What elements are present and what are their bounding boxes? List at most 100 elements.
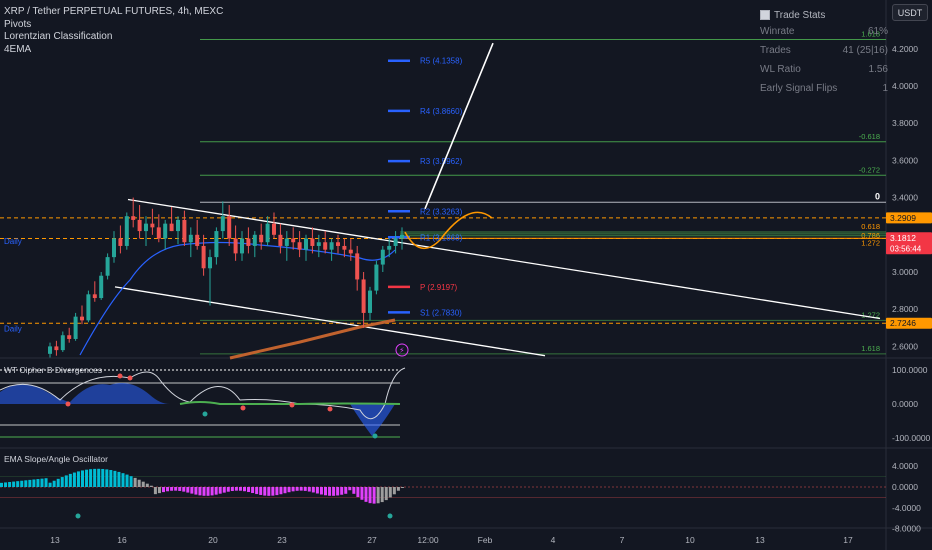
lightning-glyph: ⚡ (399, 346, 405, 355)
price-tick-label: 3.8000 (892, 118, 918, 128)
ema-osc-bar (129, 476, 133, 487)
wt-signal-dot (117, 373, 123, 379)
ema-osc-bar (24, 480, 28, 487)
ema-osc-bar (105, 469, 109, 487)
candle-body (54, 346, 59, 351)
ema-osc-bar (392, 487, 396, 495)
candle-body (124, 216, 129, 246)
ema-osc-bar (141, 481, 145, 487)
ema-osc-bar (400, 487, 404, 488)
ema-osc-bar (372, 487, 376, 504)
time-tick-label: 13 (755, 535, 765, 545)
ema-osc-bar (380, 487, 384, 503)
ema-osc-bar (299, 487, 303, 491)
price-tick-label: 3.6000 (892, 155, 918, 165)
ema-osc-bar (311, 487, 315, 493)
candle-body (150, 223, 155, 228)
candle-body (272, 223, 276, 235)
ema-osc-bar (133, 477, 137, 487)
ema-osc-bar (332, 487, 336, 496)
ema-osc-bar (194, 487, 198, 495)
ema-osc-bar (243, 487, 246, 492)
ema-osc-bar (271, 487, 275, 496)
ema-signal-dot (75, 513, 81, 519)
time-tick-label: Feb (478, 535, 493, 545)
ema-osc-bar (60, 477, 64, 487)
ema-osc-bar (360, 487, 364, 500)
wt-wave-fill (0, 382, 170, 404)
candle-body (176, 219, 180, 232)
wt-axis-label: -100.0000 (892, 433, 931, 443)
ema-osc-bar (291, 487, 295, 492)
price-badge-label: 2.7246 (890, 318, 916, 328)
currency-button[interactable]: USDT (892, 4, 928, 21)
ema-osc-bar (12, 481, 16, 487)
candle-body (118, 238, 123, 246)
candlesticks: ⚡ (48, 197, 409, 358)
candle-body (163, 223, 168, 239)
ema-osc-bar (93, 468, 97, 487)
ema-osc-bar (396, 487, 400, 491)
candle-body (348, 249, 353, 254)
ema-osc-bar (238, 487, 242, 491)
price-tick-label: 2.6000 (892, 341, 918, 351)
ema-osc-bar (186, 487, 190, 493)
ema-osc-bar (68, 473, 72, 487)
trade-stats-panel: Trade Stats Winrate 61% Trades 41 (25|16) … (760, 8, 888, 98)
indicator-4ema[interactable]: 4EMA (4, 43, 32, 55)
ema-osc-bar (198, 487, 202, 496)
price-tick-label: 3.4000 (892, 193, 918, 203)
candle-body (361, 279, 366, 313)
ema-osc-bar (315, 487, 319, 494)
candle-body (297, 242, 302, 250)
fib-label: -0.618 (859, 132, 880, 141)
ema-osc-bar (303, 487, 307, 491)
projection-curve (404, 211, 493, 249)
ema-osc-bar (206, 487, 210, 496)
candle-body (259, 234, 264, 243)
candle-body (323, 242, 328, 250)
fib-label: 1.618 (861, 344, 880, 353)
ema-osc-bar (40, 478, 44, 487)
ema-pane-title: EMA Slope/Angle Oscillator (4, 454, 108, 464)
candle-body (208, 257, 212, 269)
fib-label: 0 (875, 191, 880, 201)
indicator-lorentzian[interactable]: Lorentzian Classification (4, 31, 113, 42)
pivot-label: R2 (3.3263) (420, 207, 463, 216)
ema-osc-bar (368, 487, 372, 504)
symbol-title[interactable]: XRP / Tether PERPETUAL FUTURES, 4h, MEXC (4, 6, 224, 17)
time-tick-label: 10 (685, 535, 695, 545)
ema-osc-bar (85, 469, 89, 487)
ema-osc-bar (64, 475, 68, 487)
time-tick-label: 23 (277, 535, 287, 545)
ema-line (79, 241, 396, 356)
ema-osc-bar (364, 487, 368, 502)
ema-axis-label: -8.0000 (892, 524, 921, 534)
ema-osc-bar (81, 470, 84, 487)
time-tick-label: 27 (367, 535, 377, 545)
projection-line (424, 42, 494, 210)
long-ema-line (229, 318, 396, 360)
candle-body (265, 223, 270, 243)
stats-row-early-flips: Early Signal Flips 1 (760, 83, 888, 94)
ema-osc-bar (109, 470, 113, 487)
candle-body (233, 238, 238, 254)
candle-body (336, 242, 340, 246)
price-tick-label: 3.0000 (892, 267, 918, 277)
candle-body (393, 238, 398, 246)
ema-osc-bar (328, 487, 332, 496)
pivot-levels: R5 (4.1358) R4 (3.8660) R3 (3.5962) R2 (3.3… (388, 57, 463, 317)
candle-body (246, 238, 251, 246)
indicator-pivots[interactable]: Pivots (4, 18, 32, 30)
stats-row-wl-ratio: WL Ratio 1.56 (760, 64, 888, 75)
ema-osc-bar (210, 487, 214, 496)
ema-axis-label: 4.0000 (892, 461, 918, 471)
candle-body (182, 219, 187, 243)
wt-signal-dot (289, 402, 295, 408)
ema-osc-bar (32, 479, 36, 487)
ema-osc-bar (202, 487, 206, 496)
ema-osc-bar (388, 487, 392, 498)
price-badge-label: 3.2909 (890, 213, 916, 223)
